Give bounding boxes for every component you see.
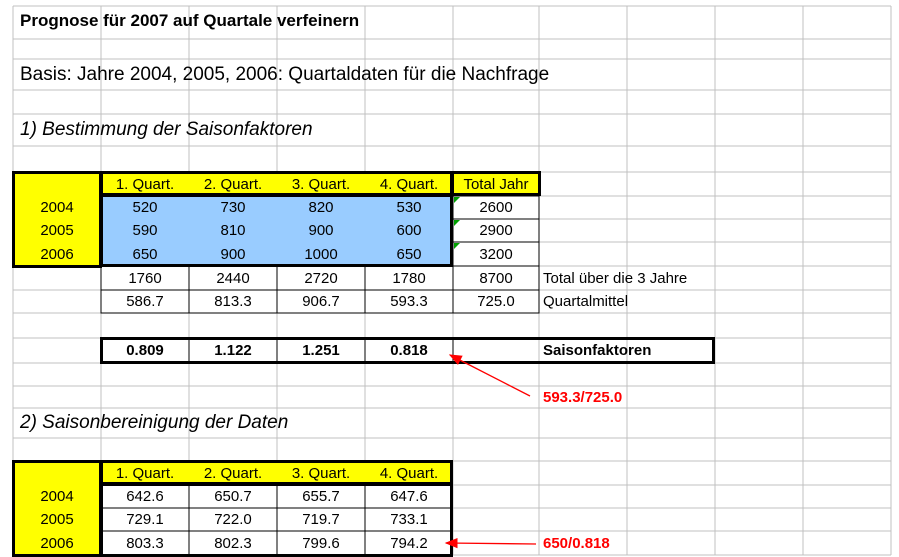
data-cell[interactable]: 650: [101, 242, 189, 266]
header-q4[interactable]: 4. Quart.: [365, 172, 453, 196]
totals-label: Total über die 3 Jahre: [543, 269, 688, 287]
year-column-fill: [13, 461, 101, 555]
adjusted-cell[interactable]: 802.3: [214, 534, 252, 552]
factor-cell[interactable]: 1.251: [302, 342, 340, 359]
annotation-adjust-formula: 650/0.818: [543, 534, 610, 552]
data-cell[interactable]: 600: [365, 219, 453, 242]
data-cell[interactable]: 1000: [277, 242, 365, 266]
data-cell[interactable]: 810: [189, 219, 277, 242]
section1-heading: 1) Bestimmung der Saisonfaktoren: [20, 119, 313, 140]
header-q1[interactable]: 1. Quart.: [101, 172, 189, 196]
adjusted-cell[interactable]: 722.0: [214, 511, 252, 528]
header-q3[interactable]: 3. Quart.: [277, 461, 365, 485]
year-column-fill: [13, 172, 101, 266]
total-cell[interactable]: 2900: [479, 222, 513, 239]
means-label: Quartalmittel: [543, 293, 629, 310]
data-cell[interactable]: 900: [189, 242, 277, 266]
mean-cell[interactable]: 813.3: [214, 293, 252, 310]
section2-heading: 2) Saisonbereinigung der Daten: [20, 412, 289, 433]
year-label[interactable]: 2006: [40, 534, 74, 552]
adjusted-cell[interactable]: 655.7: [302, 488, 340, 505]
header-q2[interactable]: 2. Quart.: [189, 172, 277, 196]
sum-cell[interactable]: 2440: [216, 269, 250, 287]
header-q3[interactable]: 3. Quart.: [277, 172, 365, 196]
data-cell[interactable]: 650: [365, 242, 453, 266]
adjusted-cell[interactable]: 719.7: [302, 511, 340, 528]
total-cell[interactable]: 2600: [479, 199, 513, 216]
adjusted-cell[interactable]: 647.6: [390, 488, 428, 505]
year-label[interactable]: 2004: [40, 199, 74, 216]
year-label[interactable]: 2005: [40, 222, 74, 239]
annotation-factor-formula: 593.3/725.0: [543, 388, 623, 406]
mean-cell[interactable]: 725.0: [477, 293, 515, 310]
adjusted-cell[interactable]: 729.1: [126, 511, 164, 528]
total-cell[interactable]: 3200: [479, 245, 513, 263]
data-cell[interactable]: 530: [365, 196, 453, 219]
factors-label: Saisonfaktoren: [543, 342, 652, 359]
header-total-year[interactable]: Total Jahr: [453, 172, 539, 196]
mean-cell[interactable]: 593.3: [390, 293, 428, 310]
sum-cell[interactable]: 1780: [392, 269, 426, 287]
comment-indicator-icon: [454, 220, 460, 226]
comment-indicator-icon: [454, 243, 460, 249]
sum-cell[interactable]: 2720: [304, 269, 338, 287]
arrow-to-factor: [448, 354, 531, 397]
year-label[interactable]: 2005: [40, 511, 74, 528]
data-cell[interactable]: 820: [277, 196, 365, 219]
header-q2[interactable]: 2. Quart.: [189, 461, 277, 485]
adjusted-cell[interactable]: 733.1: [390, 511, 428, 528]
data-cell[interactable]: 520: [101, 196, 189, 219]
year-label[interactable]: 2004: [40, 488, 74, 505]
adjusted-cell[interactable]: 650.7: [214, 488, 252, 505]
subtitle: Basis: Jahre 2004, 2005, 2006: Quartalda…: [20, 64, 550, 85]
adjusted-cell[interactable]: 803.3: [126, 534, 164, 552]
sum-cell[interactable]: 8700: [479, 269, 513, 287]
adjusted-cell[interactable]: 794.2: [390, 534, 428, 552]
factor-cell[interactable]: 0.818: [390, 342, 428, 359]
factor-cell[interactable]: 1.122: [214, 342, 252, 359]
adjusted-cell[interactable]: 642.6: [126, 488, 164, 505]
data-cell[interactable]: 730: [189, 196, 277, 219]
data-cell[interactable]: 590: [101, 219, 189, 242]
mean-cell[interactable]: 586.7: [126, 293, 164, 310]
data-cell[interactable]: 900: [277, 219, 365, 242]
factor-cell[interactable]: 0.809: [126, 342, 164, 359]
page-title: Prognose für 2007 auf Quartale verfeiner…: [20, 11, 360, 30]
comment-indicator-icon: [454, 197, 460, 203]
sum-cell[interactable]: 1760: [128, 269, 162, 287]
mean-cell[interactable]: 906.7: [302, 293, 340, 310]
adjusted-cell[interactable]: 799.6: [302, 534, 340, 552]
header-q4[interactable]: 4. Quart.: [365, 461, 453, 485]
year-label[interactable]: 2006: [40, 245, 74, 263]
arrow-to-adjusted: [444, 537, 537, 549]
header-q1[interactable]: 1. Quart.: [101, 461, 189, 485]
